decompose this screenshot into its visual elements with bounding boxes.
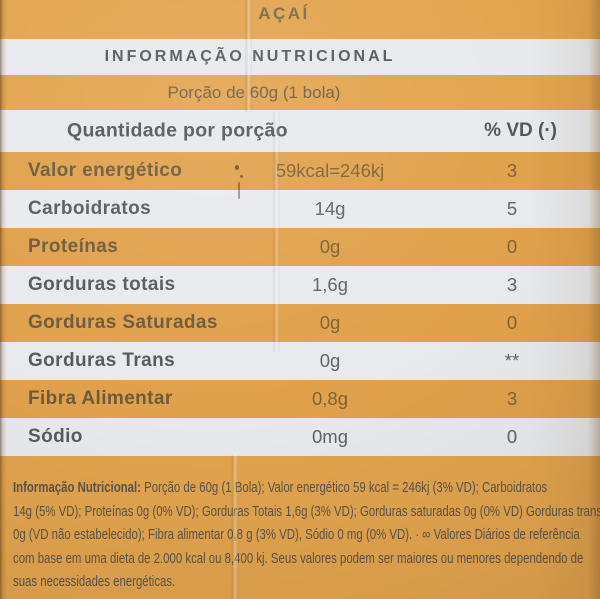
nutrient-daily-value: 0 bbox=[506, 312, 518, 333]
nutrition-table: Valor energético 59kcal=246kj 3 Carboidr… bbox=[0, 152, 600, 456]
quantity-column-header: Quantidade por porção bbox=[67, 119, 288, 142]
table-row: Fibra Alimentar 0,8g 3 bbox=[0, 380, 600, 418]
footnote-text: Porção de 60g (1 Bola); Valor energético… bbox=[140, 479, 548, 496]
nutrient-label: Proteínas bbox=[28, 236, 119, 257]
nutrient-value: 1,6g bbox=[311, 274, 348, 295]
nutrient-label: Valor energético bbox=[28, 160, 183, 181]
table-row: Proteínas 0g 0 bbox=[0, 228, 600, 266]
daily-value-column-header: % VD (·) bbox=[484, 120, 557, 141]
footnote-paragraph: Informação Nutricional: Porção de 60g (1… bbox=[0, 456, 600, 599]
nutrient-value: 59kcal=246kj bbox=[275, 160, 385, 181]
nutrient-label: Gorduras totais bbox=[28, 274, 176, 295]
table-row: Carboidratos 14g 5 bbox=[0, 190, 600, 228]
nutrient-daily-value: 5 bbox=[506, 198, 518, 219]
nutrient-value: 14g bbox=[314, 198, 346, 219]
section-header-band: INFORMAÇÃO NUTRICIONAL bbox=[0, 39, 600, 75]
serving-band: Porção de 60g (1 bola) bbox=[0, 75, 600, 110]
nutrient-daily-value: ** bbox=[504, 350, 520, 371]
nutrient-label: Fibra Alimentar bbox=[28, 388, 173, 409]
footnote-bold-intro: Informação Nutricional: bbox=[13, 479, 141, 496]
nutrient-daily-value: 3 bbox=[506, 160, 518, 181]
footnote-line: suas necessidades energéticas. bbox=[13, 573, 176, 590]
nutrient-daily-value: 0 bbox=[506, 236, 518, 257]
section-header: INFORMAÇÃO NUTRICIONAL bbox=[104, 48, 396, 65]
product-title: AÇAÍ bbox=[258, 4, 310, 23]
product-title-band: AÇAÍ bbox=[0, 0, 600, 39]
table-row: Valor energético 59kcal=246kj 3 bbox=[0, 152, 600, 190]
table-header-row: Quantidade por porção % VD (·) bbox=[0, 110, 600, 152]
footnote-line: Informação Nutricional: Porção de 60g (1… bbox=[13, 476, 547, 500]
table-row: Sódio 0mg 0 bbox=[0, 418, 600, 456]
nutrient-value: 0,8g bbox=[311, 388, 348, 409]
nutrient-value: 0g bbox=[319, 236, 341, 257]
footnote-line: 14g (5% VD); Proteínas 0g (0% VD); Gordu… bbox=[13, 502, 600, 520]
nutrient-value: 0g bbox=[319, 312, 341, 333]
nutrient-daily-value: 0 bbox=[506, 426, 518, 447]
nutrient-daily-value: 3 bbox=[506, 274, 518, 295]
nutrient-label: Carboidratos bbox=[28, 198, 152, 219]
nutrient-value: 0g bbox=[319, 350, 341, 371]
nutrient-label: Gorduras Trans bbox=[28, 350, 176, 371]
nutrient-daily-value: 3 bbox=[506, 388, 518, 409]
table-row: Gorduras Saturadas 0g 0 bbox=[0, 304, 600, 342]
footnote-line: com base em uma dieta de 2.000 kcal ou 8… bbox=[13, 549, 584, 567]
nutrient-value: 0mg bbox=[312, 426, 348, 447]
table-row: Gorduras Trans 0g ** bbox=[0, 342, 600, 380]
table-row: Gorduras totais 1,6g 3 bbox=[0, 266, 600, 304]
footnote-line: 0g (VD não estabelecido); Fibra alimenta… bbox=[13, 526, 580, 543]
nutrient-label: Gorduras Saturadas bbox=[28, 312, 218, 333]
nutrient-label: Sódio bbox=[28, 426, 83, 447]
serving-size-text: Porção de 60g (1 bola) bbox=[167, 83, 341, 102]
